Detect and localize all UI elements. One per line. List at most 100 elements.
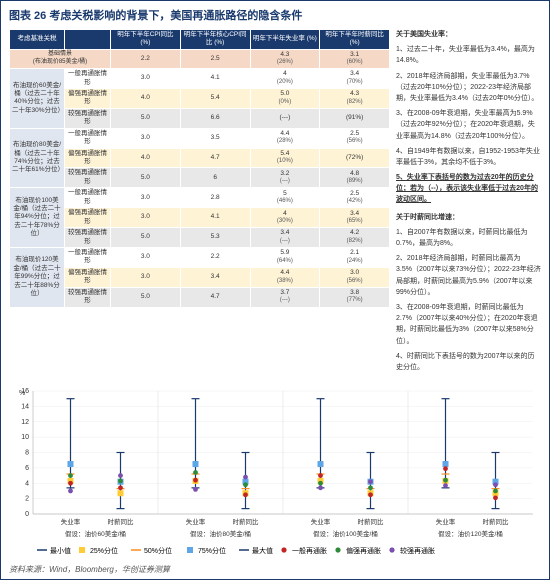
table-cell: 4.4(38%)	[250, 267, 320, 287]
table-cell: 5.0	[111, 108, 181, 128]
row-label: 偏强再通胀情形	[65, 148, 111, 168]
table-cell: (91%)	[320, 108, 390, 128]
row-label: 偏强再通胀情形	[65, 88, 111, 108]
figure-title: 图表 26 考虑关税影响的背景下，美国再通胀路径的隐含条件	[9, 7, 541, 23]
row-label: 一般再通胀情形	[65, 188, 111, 208]
table-cell: 3.0(56%)	[320, 267, 390, 287]
source-line: 资料来源：Wind，Bloomberg，华创证券测算	[9, 564, 541, 575]
notes-item: 4、时薪同比下表括号的数为2007年以来的历史分位。	[396, 351, 541, 373]
svg-text:失业率: 失业率	[61, 517, 81, 526]
row-label: 一般再通胀情形	[65, 128, 111, 148]
figure-container: 图表 26 考虑关税影响的背景下，美国再通胀路径的隐含条件 考虑基准关税 明年下半…	[0, 0, 550, 580]
svg-text:25%分位: 25%分位	[90, 546, 118, 555]
svg-text:较强再通胀: 较强再通胀	[400, 546, 435, 555]
table-cell: 5.4	[180, 88, 250, 108]
svg-text:4: 4	[25, 480, 29, 487]
table-cell: 2.8	[180, 188, 250, 208]
table-cell: 2.1(24%)	[320, 247, 390, 267]
notes-item: 2、2018年经济局部期，时薪同比最高为3.5%（2007年以来73%分位）；2…	[396, 253, 541, 298]
baseline-rowhead: 基础情景(布油现价85美金/桶)	[10, 49, 111, 68]
table-cell: 4.8(89%)	[320, 168, 390, 188]
table-cell: 2.2	[111, 49, 181, 68]
svg-text:失业率: 失业率	[186, 517, 206, 526]
row-label: 较强再通胀情形	[65, 287, 111, 307]
svg-text:75%分位: 75%分位	[198, 546, 226, 555]
table-cell: (---)	[250, 108, 320, 128]
notes-item: 5、失业率下表括号的数为过去20年的历史分位；若为（--），表示该失业率低于过去…	[396, 172, 541, 206]
table-cell: 3.4	[180, 267, 250, 287]
table-body: 基础情景(布油现价85美金/桶)2.22.54.3(26%)3.1(60%)布油…	[10, 49, 390, 307]
table-cell: 6.6	[180, 108, 250, 128]
table-cell: 4.0	[111, 148, 181, 168]
svg-text:最大值: 最大值	[252, 546, 273, 555]
svg-text:时薪同比: 时薪同比	[233, 517, 260, 526]
svg-text:时薪同比: 时薪同比	[358, 517, 385, 526]
group-head: 布油现价120美金/桶（过去二十年99%分位；过去二十年88%分位）	[10, 247, 65, 307]
group-head: 布油现价100美金/桶（过去二十年94%分位；过去二十年78%分位）	[10, 188, 65, 248]
svg-text:14: 14	[21, 403, 29, 410]
table-cell: 4.7	[180, 287, 250, 307]
table-cell: 4.0	[111, 88, 181, 108]
svg-text:偏强再通胀: 偏强再通胀	[346, 546, 381, 555]
main-layout: 考虑基准关税明年下半年CPI同比 (%)明年下半年核心CPI同比 (%)明年下半…	[9, 29, 541, 377]
svg-text:假设：油价60美金/桶: 假设：油价60美金/桶	[65, 529, 126, 538]
svg-text:10: 10	[21, 434, 29, 441]
table-cell: 3.4(70%)	[320, 69, 390, 89]
svg-text:%: %	[19, 390, 25, 397]
table-cell: 3.8(77%)	[320, 287, 390, 307]
svg-text:0: 0	[25, 511, 29, 518]
table-cell: 4.1	[180, 69, 250, 89]
table-cell: 3.1(60%)	[320, 49, 390, 68]
notes-item: 4、自1949年有数据以来，自1952-1953年失业率最低于3%，其余均不低于…	[396, 146, 541, 168]
row-label: 偏强再通胀情形	[65, 267, 111, 287]
table-cell: 3.7(---)	[250, 287, 320, 307]
table-cell: 3.0	[111, 208, 181, 228]
table-header	[65, 30, 111, 50]
scenario-table: 考虑基准关税明年下半年CPI同比 (%)明年下半年核心CPI同比 (%)明年下半…	[9, 29, 390, 308]
svg-text:时薪同比: 时薪同比	[483, 517, 510, 526]
svg-text:50%分位: 50%分位	[144, 546, 172, 555]
svg-text:最小值: 最小值	[50, 546, 71, 555]
table-cell: 3.0	[111, 267, 181, 287]
row-label: 较强再通胀情形	[65, 168, 111, 188]
table-cell: 4(30%)	[250, 208, 320, 228]
notes-heading: 关于时薪同比增速：	[396, 212, 541, 223]
table-header: 明年下半年CPI同比 (%)	[111, 30, 181, 50]
table-cell: 2.5(56%)	[320, 128, 390, 148]
svg-text:一般再通胀: 一般再通胀	[292, 546, 327, 555]
svg-text:12: 12	[21, 419, 29, 426]
notes-heading: 关于美国失业率：	[396, 29, 541, 40]
svg-text:时薪同比: 时薪同比	[108, 517, 135, 526]
row-label: 偏强再通胀情形	[65, 208, 111, 228]
svg-text:8: 8	[25, 450, 29, 457]
group-head: 布油现价80美金/桶（过去二十年74%分位；过去二十年61%分位）	[10, 128, 65, 188]
table-cell: 5.4(10%)	[250, 148, 320, 168]
table-header: 明年下半年时薪同比 (%)	[320, 30, 390, 50]
table-cell: 3.4(---)	[250, 228, 320, 248]
row-label: 较强再通胀情形	[65, 228, 111, 248]
table-cell: 4.7	[180, 148, 250, 168]
table-cell: 5.9(64%)	[250, 247, 320, 267]
table-header: 明年下半年核心CPI同比 (%)	[180, 30, 250, 50]
notes-item: 1、过去二十年，失业率最低为3.4%，最高为14.8%。	[396, 44, 541, 66]
table-cell: 4.2(82%)	[320, 228, 390, 248]
notes-item: 3、在2008-09年衰退期，失业率最高为5.9%（过去20年92%分位）；在2…	[396, 108, 541, 142]
table-cell: 2.5(42%)	[320, 188, 390, 208]
svg-text:假设：油价100美金/桶: 假设：油价100美金/桶	[313, 529, 378, 538]
table-cell: 5.0	[111, 168, 181, 188]
table-cell: 4.3(26%)	[250, 49, 320, 68]
table-cell: 5(46%)	[250, 188, 320, 208]
chart-area: 0246810121416%失业率时薪同比假设：油价60美金/桶失业率时薪同比假…	[9, 385, 541, 560]
table-cell: 3.5	[180, 128, 250, 148]
svg-text:失业率: 失业率	[436, 517, 456, 526]
table-cell: 2.2	[180, 247, 250, 267]
table-header: 考虑基准关税	[10, 30, 65, 50]
notes-item: 3、在2008-09年衰退期，时薪同比最低为2.7%（2007年以来40%分位）…	[396, 302, 541, 347]
notes-item: 2、2018年经济局部期，失业率最低为3.7%（过去20年10%分位）；2022…	[396, 71, 541, 105]
table-cell: 4(20%)	[250, 69, 320, 89]
row-label: 一般再通胀情形	[65, 69, 111, 89]
table-cell: 3.0	[111, 69, 181, 89]
table-header: 明年下半年失业率 (%)	[250, 30, 320, 50]
table-cell: 4.1	[180, 208, 250, 228]
row-label: 较强再通胀情形	[65, 108, 111, 128]
